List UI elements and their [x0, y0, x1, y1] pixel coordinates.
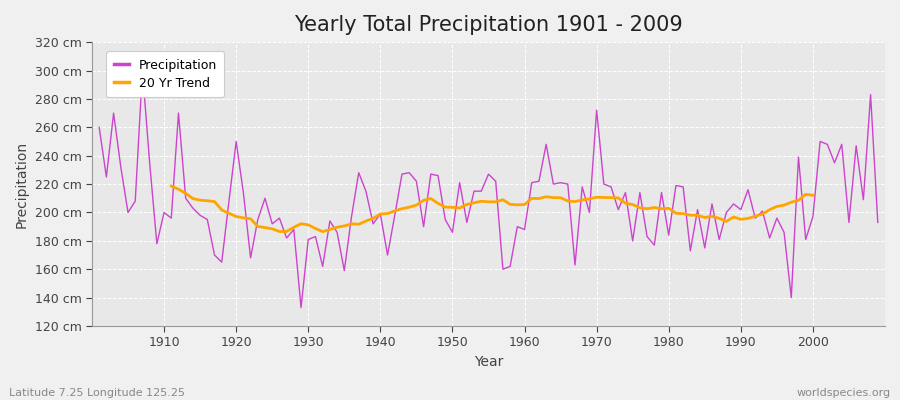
Precipitation [94, 125, 104, 130]
20 Yr Trend [166, 184, 176, 188]
20 Yr Trend [620, 201, 631, 206]
Precipitation [620, 190, 631, 195]
20 Yr Trend [706, 214, 717, 219]
Text: worldspecies.org: worldspecies.org [796, 388, 891, 398]
Title: Yearly Total Precipitation 1901 - 2009: Yearly Total Precipitation 1901 - 2009 [294, 15, 683, 35]
Precipitation [526, 180, 537, 185]
Precipitation [872, 220, 883, 225]
Precipitation [158, 210, 169, 215]
20 Yr Trend [368, 216, 379, 221]
Precipitation [534, 179, 544, 184]
X-axis label: Year: Year [473, 355, 503, 369]
Precipitation [137, 68, 148, 73]
20 Yr Trend [721, 219, 732, 224]
Legend: Precipitation, 20 Yr Trend: Precipitation, 20 Yr Trend [106, 51, 224, 97]
Precipitation [368, 222, 379, 226]
Line: Precipitation: Precipitation [99, 70, 878, 308]
20 Yr Trend [252, 224, 263, 229]
Y-axis label: Precipitation: Precipitation [15, 140, 29, 228]
Line: 20 Yr Trend: 20 Yr Trend [171, 186, 813, 232]
20 Yr Trend [786, 200, 796, 205]
Precipitation [295, 305, 306, 310]
Precipitation [325, 218, 336, 223]
20 Yr Trend [318, 229, 328, 234]
Text: Latitude 7.25 Longitude 125.25: Latitude 7.25 Longitude 125.25 [9, 388, 185, 398]
20 Yr Trend [807, 193, 818, 198]
